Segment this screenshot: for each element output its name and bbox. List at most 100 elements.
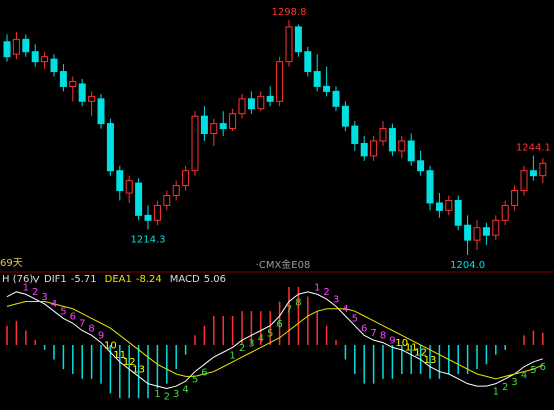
candle-body xyxy=(59,71,67,87)
td-count: 10 xyxy=(104,340,117,351)
td-count: 6 xyxy=(540,362,546,373)
td-count: 4 xyxy=(51,299,57,310)
candle-body xyxy=(238,98,246,115)
candle-body xyxy=(304,51,312,73)
candle-body xyxy=(78,83,86,102)
candle-body xyxy=(200,115,208,135)
candle-body xyxy=(323,85,331,92)
td-count: 2 xyxy=(323,287,329,298)
candle-body xyxy=(454,199,462,226)
td-count: 6 xyxy=(276,319,282,330)
candle-body xyxy=(144,214,152,221)
td-count: 13 xyxy=(132,364,145,375)
candle-body xyxy=(163,195,171,206)
td-count: 3 xyxy=(248,338,254,349)
candle-body xyxy=(50,58,58,73)
td-count: 11 xyxy=(405,343,418,354)
td-count: 8 xyxy=(88,323,94,334)
td-count: 4 xyxy=(342,304,348,315)
candle-body xyxy=(445,199,453,211)
td-count: 12 xyxy=(414,348,427,359)
legend-value: -5.71 xyxy=(71,274,97,285)
instrument-label: ·CMX金E08 xyxy=(256,258,311,271)
td-count: 5 xyxy=(530,365,536,376)
price-annotation: 1214.3 xyxy=(131,234,166,245)
td-count: 3 xyxy=(511,377,517,388)
td-count: 7 xyxy=(79,319,85,330)
legend-value: 5.06 xyxy=(204,274,226,285)
td-count: 6 xyxy=(201,367,207,378)
td-count: 2 xyxy=(502,382,508,393)
candle-body xyxy=(88,95,96,102)
td-count: 2 xyxy=(164,392,170,403)
legend-name: DIF1 xyxy=(44,274,67,285)
td-count: 5 xyxy=(352,314,358,325)
indicator-line xyxy=(6,301,544,380)
candle-body xyxy=(417,160,425,172)
td-count: 3 xyxy=(41,292,47,303)
candle-body xyxy=(294,26,302,53)
td-count: 1 xyxy=(229,350,235,361)
td-count: 3 xyxy=(333,294,339,305)
td-count: 12 xyxy=(123,357,136,368)
candle-body xyxy=(379,128,387,142)
td-count: 1 xyxy=(314,282,320,293)
candle-body xyxy=(97,98,105,125)
candle-body xyxy=(125,180,133,194)
candle-body xyxy=(482,227,490,236)
td-count: 8 xyxy=(295,297,301,308)
td-count: 4 xyxy=(182,384,188,395)
candle-body xyxy=(172,185,180,197)
candle-body xyxy=(332,90,340,107)
candle-body xyxy=(473,227,481,241)
price-annotation: 1204.0 xyxy=(450,260,485,271)
candle-body xyxy=(41,56,49,63)
candle-body xyxy=(285,26,293,63)
candle-body xyxy=(31,51,39,63)
candle-body xyxy=(229,113,237,130)
candle-body xyxy=(501,204,509,221)
legend: DIF1 -5.71 DEA1 -8.24 MACD 5.06 xyxy=(44,274,226,285)
candle-body xyxy=(116,170,124,192)
dropdown-icon[interactable] xyxy=(32,275,40,284)
price-annotation: 1298.8 xyxy=(272,7,307,18)
candle-body xyxy=(106,123,114,172)
indicator-name[interactable]: H (76) xyxy=(2,274,33,285)
td-count: 9 xyxy=(98,331,104,342)
candle-body xyxy=(388,128,396,152)
td-count: 11 xyxy=(113,350,126,361)
candle-body xyxy=(520,170,528,192)
legend-value: -8.24 xyxy=(136,274,162,285)
candle-body xyxy=(12,38,20,55)
legend-name: MACD xyxy=(170,274,200,285)
candle-body xyxy=(341,105,349,127)
candle-body xyxy=(3,41,11,58)
candle-body xyxy=(135,182,143,216)
candle-body xyxy=(351,125,359,144)
td-count: 13 xyxy=(424,355,437,366)
td-count: 1 xyxy=(493,387,499,398)
td-count: 5 xyxy=(267,329,273,340)
td-count: 4 xyxy=(258,334,264,345)
candle-body xyxy=(191,115,199,172)
candle-body xyxy=(539,162,547,177)
indicator-line xyxy=(6,291,543,390)
candle-body xyxy=(153,204,161,221)
td-count: 10 xyxy=(395,338,408,349)
td-count: 9 xyxy=(389,335,395,346)
candle-body xyxy=(22,38,30,53)
td-count: 7 xyxy=(370,328,376,339)
candle-body xyxy=(511,190,519,206)
td-count: 1 xyxy=(23,282,29,293)
candle-body xyxy=(426,170,434,204)
candle-body xyxy=(182,170,190,187)
td-count: 2 xyxy=(239,343,245,354)
td-count: 5 xyxy=(192,375,198,386)
candle-body xyxy=(407,140,415,162)
candle-body xyxy=(370,140,378,157)
candle-body xyxy=(276,61,284,102)
candle-body xyxy=(313,71,321,87)
candle-body xyxy=(210,123,218,135)
candle-body xyxy=(464,224,472,241)
